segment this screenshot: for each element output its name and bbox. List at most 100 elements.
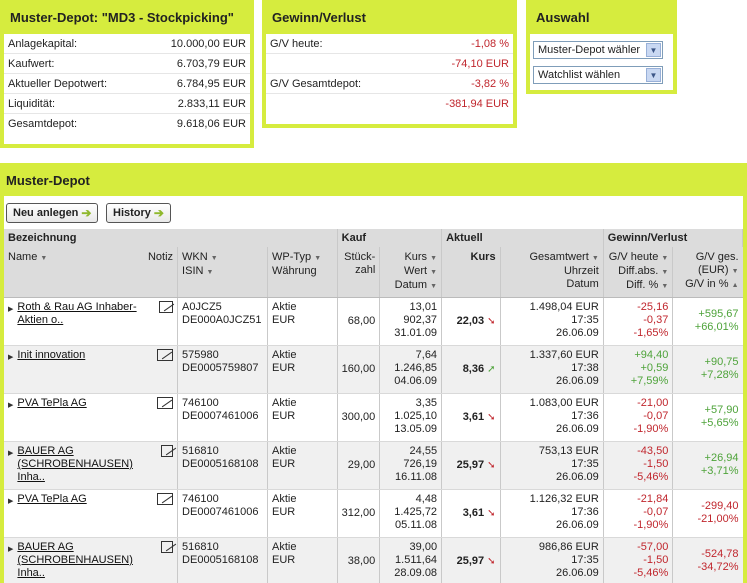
expand-triangle-icon[interactable]: ▶: [8, 546, 14, 553]
gv-total-value: +66,01%: [694, 321, 739, 333]
chevron-down-icon[interactable]: ▼: [646, 68, 661, 82]
cell-gv-total: -299,40 -21,00%: [672, 489, 743, 538]
note-edit-icon[interactable]: [159, 301, 174, 313]
depot-table-title: Muster-Depot: [0, 163, 747, 196]
col-gv-total-header[interactable]: G/V ges. (EUR) ▼ G/V in % ▲: [672, 247, 743, 298]
type-value: Aktie: [272, 397, 297, 409]
current-price: 3,61: [462, 507, 485, 519]
note-edit-icon[interactable]: [161, 445, 174, 457]
note-edit-icon[interactable]: [157, 493, 174, 505]
chevron-down-icon[interactable]: ▼: [646, 43, 661, 57]
currency-value: EUR: [272, 410, 296, 422]
profit-loss-row: -381,94 EUR: [266, 94, 513, 114]
buy-value: 1.425,72: [394, 506, 438, 518]
note-edit-icon[interactable]: [157, 349, 174, 361]
type-value: Aktie: [272, 445, 297, 457]
selection-title: Auswahl: [530, 0, 673, 34]
gv-today-value: -57,00: [637, 541, 669, 553]
quote-time: 17:35: [571, 554, 599, 566]
cell-type: Aktie EUR: [267, 345, 338, 394]
security-link[interactable]: PVA TePla AG: [17, 397, 87, 409]
sort-down-icon: ▼: [661, 283, 669, 290]
security-link[interactable]: Roth & Rau AG Inhaber-Aktien o..: [17, 301, 137, 326]
quote-date: 26.06.09: [555, 471, 599, 483]
current-price: 25,97: [456, 459, 485, 471]
watchlist-select[interactable]: Watchlist wählen ▼: [533, 66, 663, 84]
col-wkn-header[interactable]: WKN ▼ ISIN ▼: [177, 247, 268, 298]
cell-gv-today: -25,16 -0,37 -1,65%: [603, 297, 674, 346]
cell-total: 1.498,04 EUR 17:35 26.06.09: [500, 297, 604, 346]
cell-gv-total: +57,90 +5,65%: [672, 393, 743, 442]
security-link[interactable]: BAUER AG (SCHROBENHAUSEN) Inha..: [17, 541, 133, 579]
cell-wkn-isin: A0JCZ5 DE000A0JCZ51: [177, 297, 268, 346]
col-total-header[interactable]: Gesamtwert ▼ Uhrzeit Datum: [500, 247, 604, 298]
qty-value: 300,00: [337, 393, 381, 442]
name-cell-wrap: ▶ BAUER AG (SCHROBENHAUSEN) Inha..: [8, 445, 174, 484]
group-header-kauf: Kauf: [337, 229, 443, 247]
depot-select[interactable]: Muster-Depot wähler ▼: [533, 41, 663, 59]
security-link[interactable]: PVA TePla AG: [17, 493, 87, 505]
table-row: ▶ Roth & Rau AG Inhaber-Aktien o.. A0JCZ5 D…: [4, 297, 743, 346]
cell-wkn-isin: 575980 DE0005759807: [177, 345, 268, 394]
group-header-aktuell: Aktuell: [441, 229, 604, 247]
profit-loss-label: G/V Gesamtdepot:: [270, 78, 362, 90]
gv-total-value: +5,65%: [700, 417, 739, 429]
cell-total: 753,13 EUR 17:35 26.06.09: [500, 441, 604, 490]
col-qty-header[interactable]: Stück- zahl: [337, 247, 381, 298]
cell-type: Aktie EUR: [267, 489, 338, 538]
sort-down-icon: ▼: [661, 255, 669, 262]
buy-date: 16.11.08: [395, 471, 438, 483]
security-link[interactable]: Init innovation: [17, 349, 86, 361]
col-current-price-header[interactable]: Kurs: [441, 247, 501, 298]
cell-total: 986,86 EUR 17:35 26.06.09: [500, 537, 604, 583]
col-buy-date-label: Datum: [394, 279, 428, 291]
history-button[interactable]: History ➔: [106, 203, 171, 223]
new-entry-button[interactable]: Neu anlegen ➔: [6, 203, 99, 223]
col-buy-price-label: Kurs: [404, 251, 428, 263]
table-row: ▶ PVA TePla AG 746100 DE0007461006 Aktie EUR 3…: [4, 489, 743, 538]
col-type-label: WP-Typ: [272, 251, 312, 263]
col-qty-label-2: zahl: [355, 264, 376, 276]
col-name-header[interactable]: Name ▼ Notiz: [4, 247, 179, 298]
expand-triangle-icon[interactable]: ▶: [8, 402, 14, 409]
currency-value: EUR: [272, 458, 296, 470]
col-buy-header[interactable]: Kurs ▼ Wert ▼ Datum ▼: [379, 247, 443, 298]
qty-value: 38,00: [337, 537, 381, 583]
expand-triangle-icon[interactable]: ▶: [8, 306, 14, 313]
col-current-price-label: Kurs: [470, 251, 496, 263]
type-value: Aktie: [272, 541, 297, 553]
qty-value: 29,00: [337, 441, 381, 490]
profit-loss-row: -74,10 EUR: [266, 54, 513, 74]
note-edit-icon[interactable]: [157, 397, 174, 409]
total-value: 1.083,00 EUR: [529, 397, 599, 409]
security-link[interactable]: BAUER AG (SCHROBENHAUSEN) Inha..: [17, 445, 133, 483]
summary-label: Liquidität:: [8, 98, 56, 110]
note-edit-icon[interactable]: [161, 541, 174, 553]
gv-total-value: +57,90: [704, 404, 739, 416]
buy-date: 13.05.09: [394, 423, 438, 435]
buy-date: 28.09.08: [394, 567, 438, 579]
trend-down-icon: ➘: [487, 412, 496, 423]
total-value: 753,13 EUR: [538, 445, 599, 457]
sort-down-icon: ▼: [430, 269, 438, 276]
expand-triangle-icon[interactable]: ▶: [8, 498, 14, 505]
depot-summary-title: Muster-Depot: "MD3 - Stockpicking": [4, 0, 250, 34]
cell-buy: 13,01 902,37 31.01.09: [379, 297, 443, 346]
gv-total-value: +595,67: [698, 308, 739, 320]
expand-triangle-icon[interactable]: ▶: [8, 354, 14, 361]
col-gv-eur-label: (EUR): [697, 264, 729, 276]
col-gv-today-header[interactable]: G/V heute ▼ Diff.abs. ▼ Diff. % ▼: [603, 247, 674, 298]
gv-today-value: -1,90%: [633, 423, 669, 435]
gv-today-value: -25,16: [637, 301, 669, 313]
name-cell-wrap: ▶ Init innovation: [8, 349, 174, 364]
depot-summary-rows: Anlagekapital: 10.000,00 EUR Kaufwert: 6.70…: [4, 34, 250, 134]
quote-date: 26.06.09: [555, 567, 599, 579]
wkn-value: A0JCZ5: [182, 301, 222, 313]
depot-summary-row: Aktueller Depotwert: 6.784,95 EUR: [4, 74, 250, 94]
cell-current-price: 3,61 ➘: [441, 489, 501, 538]
buy-value: 1.511,64: [395, 554, 438, 566]
isin-value: DE0007461006: [182, 506, 259, 518]
col-type-header[interactable]: WP-Typ ▼ Währung: [267, 247, 338, 298]
expand-triangle-icon[interactable]: ▶: [8, 450, 14, 457]
gv-today-value: +94,40: [634, 349, 669, 361]
